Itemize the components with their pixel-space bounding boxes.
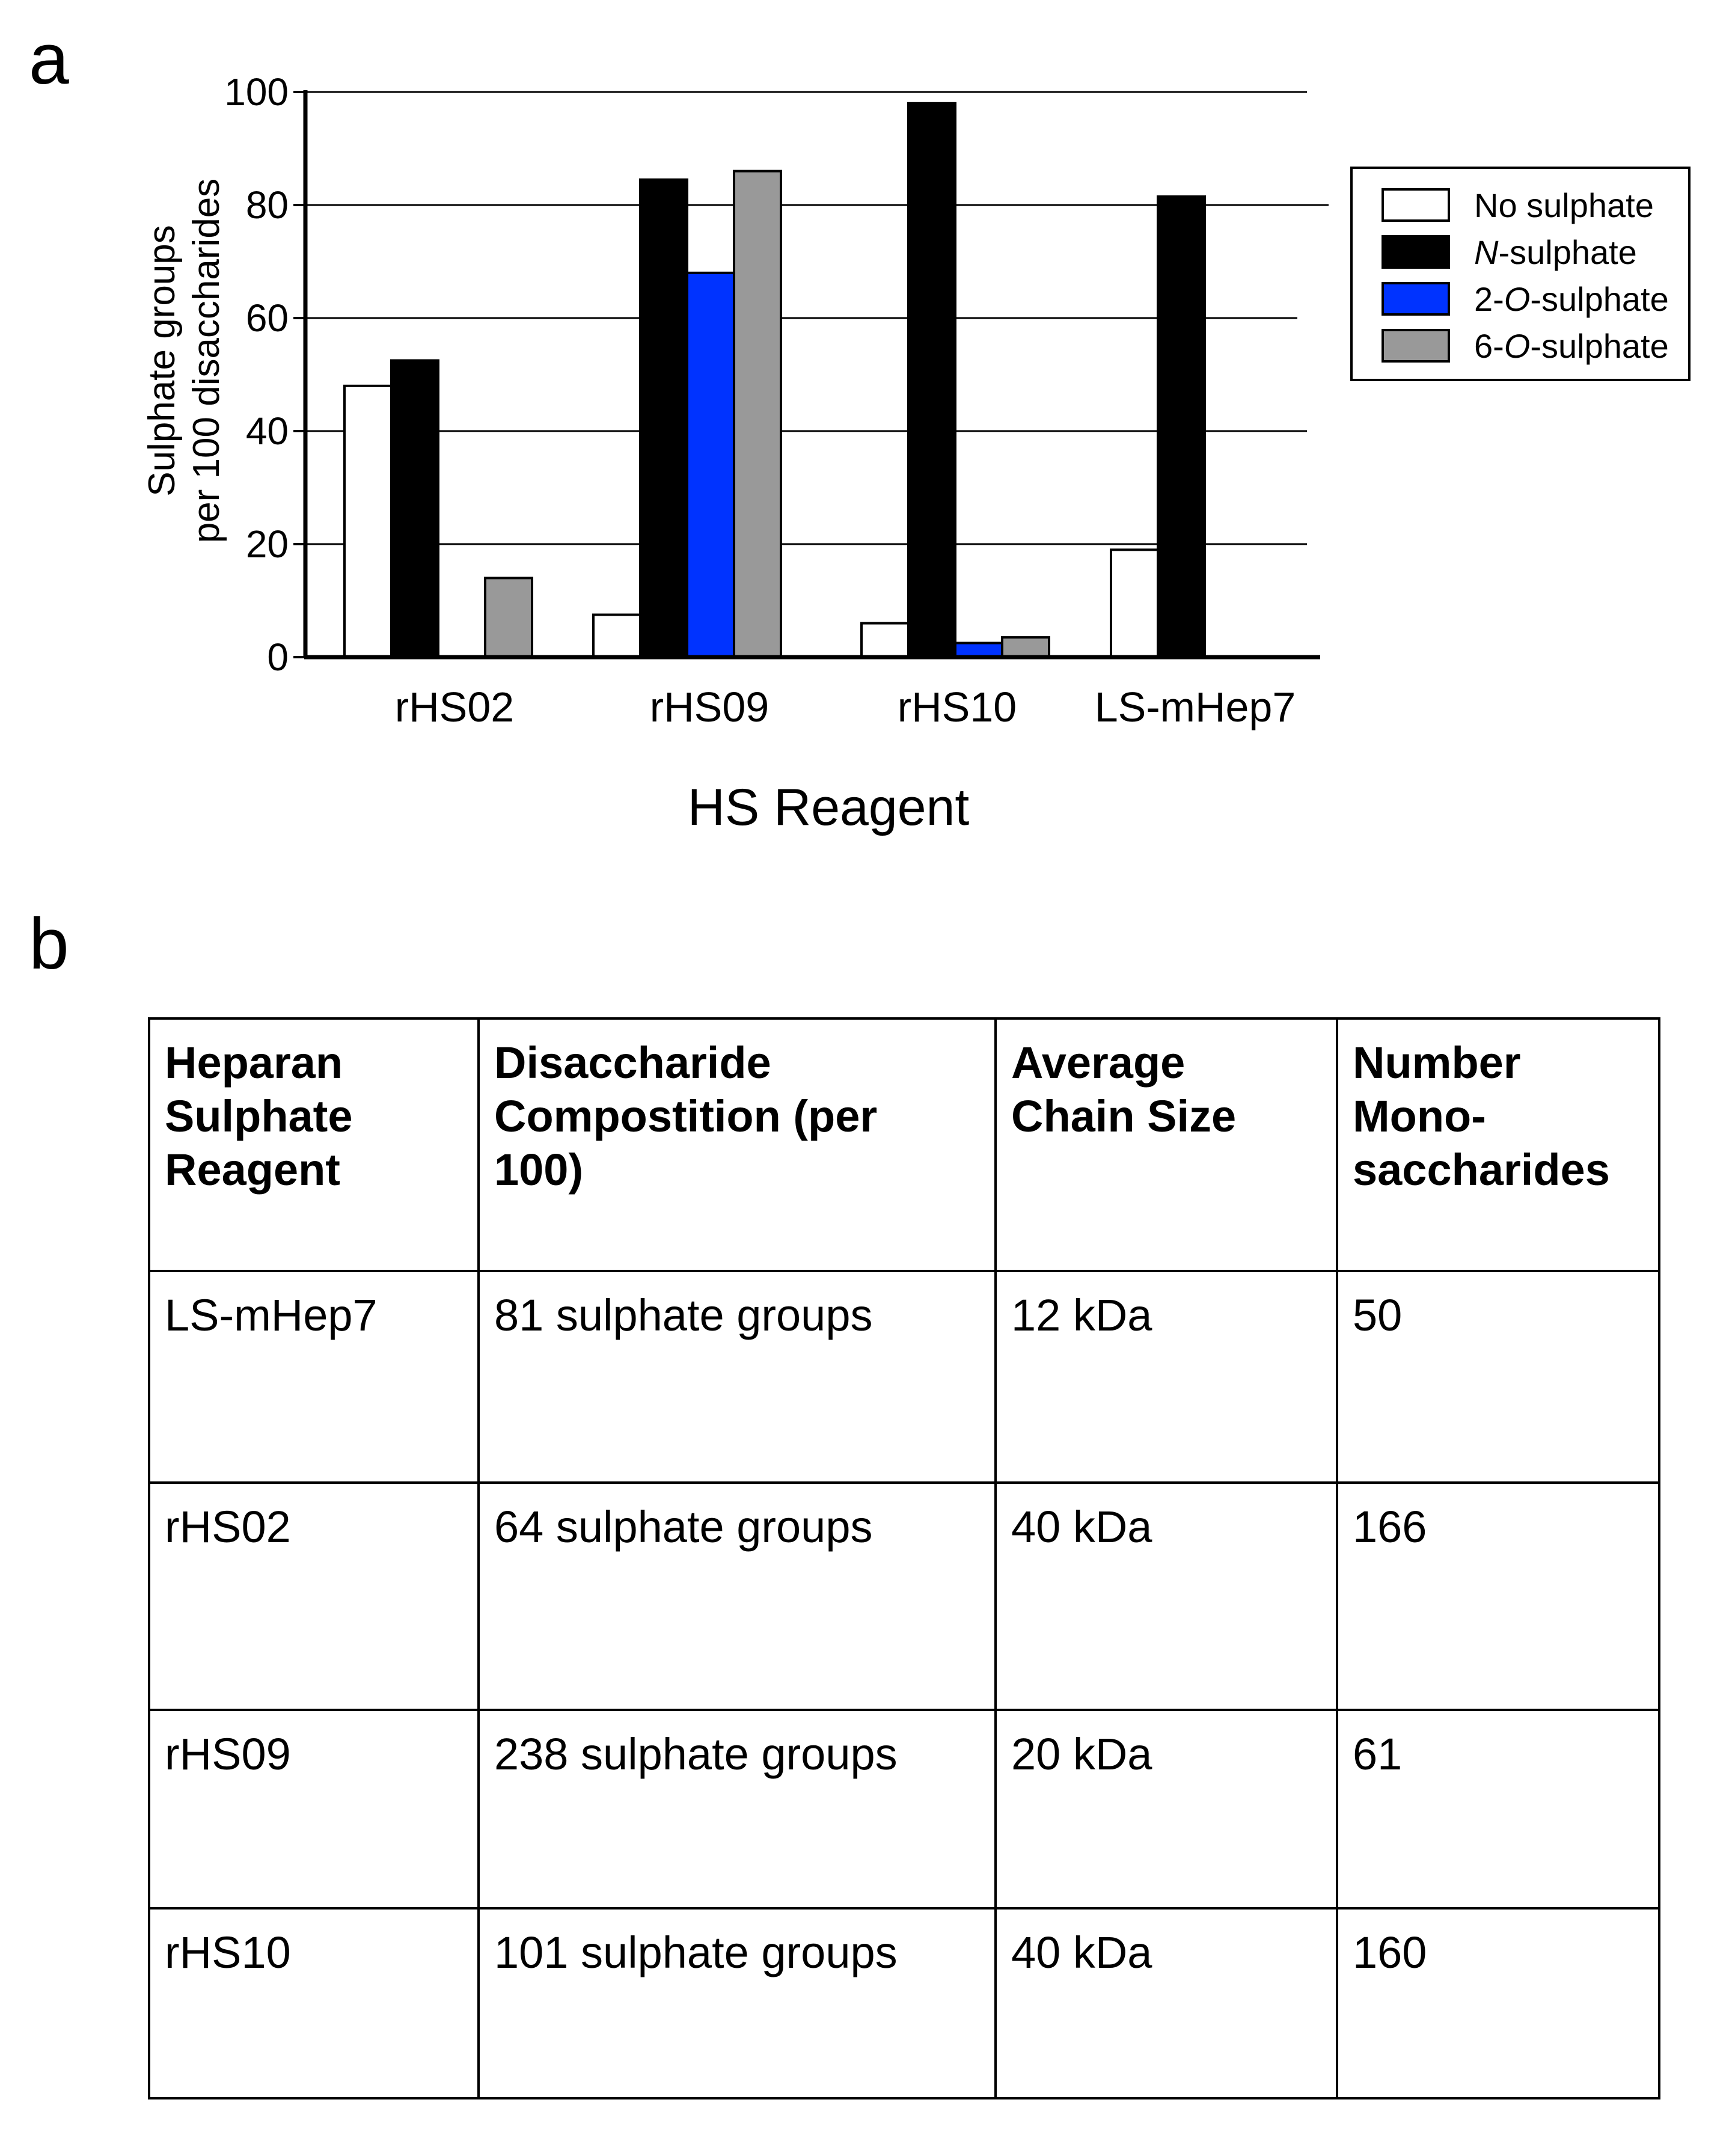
header-reagent: Heparan Sulphate Reagent (148, 1017, 480, 1272)
table-row: rHS09 238 sulphate groups 20 kDa 61 (148, 1709, 1660, 1909)
legend-label-6-o-sulphate: 6-O-sulphate (1474, 326, 1669, 365)
bar-rhs02-6-o-sulphate (484, 577, 533, 659)
legend-item-n-sulphate: N-sulphate (1382, 233, 1637, 271)
x-tick-label-ls-mhep7: LS-mHep7 (1095, 684, 1296, 730)
cell-reagent: rHS02 (148, 1481, 480, 1711)
cell-chain-size: 20 kDa (994, 1709, 1338, 1909)
bar-rhs10-n-sulphate (907, 102, 956, 659)
table-row: rHS02 64 sulphate groups 40 kDa 166 (148, 1481, 1660, 1711)
cell-chain-size: 40 kDa (994, 1907, 1338, 2099)
y-axis-label-line-1: Sulphate groups (141, 225, 183, 497)
header-monosaccharides: Number Mono-saccharides (1336, 1017, 1660, 1272)
bar-rhs10-2-o-sulphate (954, 642, 1003, 658)
bar-rhs09-2-o-sulphate (686, 271, 735, 658)
legend-item-no-sulphate: No sulphate (1382, 186, 1654, 224)
y-axis-label-line-2: per 100 disaccharides (186, 179, 227, 544)
bar-rhs02-n-sulphate (390, 359, 439, 658)
y-tick-label-0: 0 (267, 635, 289, 679)
cell-composition: 64 sulphate groups (477, 1481, 997, 1711)
y-tick-label-100: 100 (224, 70, 289, 114)
bar-rhs09-n-sulphate (639, 178, 688, 658)
panel-a-label: a (29, 19, 69, 99)
legend-swatch-no-sulphate (1382, 188, 1450, 222)
bar-chart: 0 20 40 60 80 100 rHS02 rHS09 rHS10 LS-mHep7 HS Re… (141, 70, 1329, 836)
cell-reagent: LS-mHep7 (148, 1270, 480, 1484)
cell-reagent: rHS09 (148, 1709, 480, 1909)
chart-legend: No sulphate N-sulphate 2-O-sulphate 6-O-… (1350, 167, 1691, 381)
x-tick-label-rhs02: rHS02 (395, 684, 514, 730)
cell-chain-size: 12 kDa (994, 1270, 1338, 1484)
cell-composition: 81 sulphate groups (477, 1270, 997, 1484)
bar-rhs02-no-sulphate (343, 384, 393, 658)
panel-b-label: b (29, 904, 69, 984)
cell-composition: 101 sulphate groups (477, 1907, 997, 2099)
bar-ls-mhep7-no-sulphate (1110, 548, 1159, 659)
cell-monosaccharides: 61 (1336, 1709, 1660, 1909)
bar-rhs10-no-sulphate (860, 622, 910, 658)
cell-monosaccharides: 166 (1336, 1481, 1660, 1711)
y-tick-label-60: 60 (246, 296, 289, 340)
legend-label-n-sulphate: N-sulphate (1474, 233, 1637, 271)
table-header-row: Heparan Sulphate Reagent Disaccharide Compo… (148, 1017, 1660, 1272)
bar-ls-mhep7-n-sulphate (1157, 195, 1206, 658)
header-chain-size: Average Chain Size (994, 1017, 1338, 1272)
legend-item-2-o-sulphate: 2-O-sulphate (1382, 280, 1669, 318)
y-tick-label-40: 40 (246, 409, 289, 453)
cell-reagent: rHS10 (148, 1907, 480, 2099)
table-row: rHS10 101 sulphate groups 40 kDa 160 (148, 1907, 1660, 2099)
bar-rhs10-6-o-sulphate (1001, 636, 1050, 658)
composition-table: Heparan Sulphate Reagent Disaccharide Compo… (148, 1017, 1660, 2099)
y-tick-label-20: 20 (246, 522, 289, 566)
legend-item-6-o-sulphate: 6-O-sulphate (1382, 326, 1669, 365)
legend-swatch-2-o-sulphate (1382, 282, 1450, 316)
legend-label-no-sulphate: No sulphate (1474, 186, 1654, 224)
cell-composition: 238 sulphate groups (477, 1709, 997, 1909)
y-tick-label-80: 80 (246, 183, 289, 227)
cell-chain-size: 40 kDa (994, 1481, 1338, 1711)
legend-swatch-6-o-sulphate (1382, 329, 1450, 363)
legend-swatch-n-sulphate (1382, 235, 1450, 269)
header-composition: Disaccharide Compostition (per 100) (477, 1017, 997, 1272)
cell-monosaccharides: 160 (1336, 1907, 1660, 2099)
bar-rhs09-6-o-sulphate (733, 170, 782, 659)
table-row: LS-mHep7 81 sulphate groups 12 kDa 50 (148, 1270, 1660, 1484)
legend-label-2-o-sulphate: 2-O-sulphate (1474, 280, 1669, 318)
x-tick-label-rhs10: rHS10 (898, 684, 1017, 730)
x-tick-label-rhs09: rHS09 (650, 684, 769, 730)
x-axis-label: HS Reagent (688, 779, 970, 836)
bar-rhs09-no-sulphate (592, 613, 641, 658)
cell-monosaccharides: 50 (1336, 1270, 1660, 1484)
